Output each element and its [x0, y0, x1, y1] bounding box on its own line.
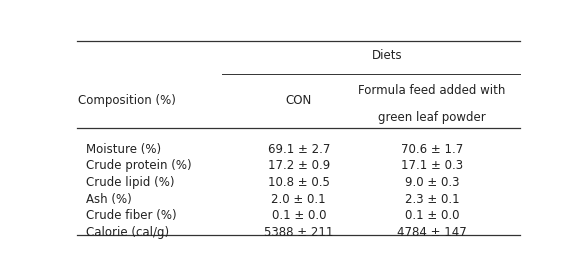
- Text: 9.0 ± 0.3: 9.0 ± 0.3: [405, 176, 459, 189]
- Text: 2.3 ± 0.1: 2.3 ± 0.1: [405, 193, 459, 206]
- Text: 4784 ± 147: 4784 ± 147: [397, 226, 467, 239]
- Text: 17.2 ± 0.9: 17.2 ± 0.9: [268, 159, 330, 172]
- Text: 69.1 ± 2.7: 69.1 ± 2.7: [268, 143, 330, 156]
- Text: 17.1 ± 0.3: 17.1 ± 0.3: [401, 159, 463, 172]
- Text: Moisture (%): Moisture (%): [86, 143, 161, 156]
- Text: 2.0 ± 0.1: 2.0 ± 0.1: [272, 193, 326, 206]
- Text: 0.1 ± 0.0: 0.1 ± 0.0: [272, 209, 326, 222]
- Text: Crude lipid (%): Crude lipid (%): [86, 176, 175, 189]
- Text: Calorie (cal/g): Calorie (cal/g): [86, 226, 170, 239]
- Text: 10.8 ± 0.5: 10.8 ± 0.5: [268, 176, 330, 189]
- Text: Composition (%): Composition (%): [78, 94, 176, 107]
- Text: green leaf powder: green leaf powder: [378, 111, 486, 124]
- Text: CON: CON: [286, 94, 312, 107]
- Text: Diets: Diets: [371, 49, 402, 62]
- Text: Crude fiber (%): Crude fiber (%): [86, 209, 177, 222]
- Text: Crude protein (%): Crude protein (%): [86, 159, 192, 172]
- Text: 5388 ± 211: 5388 ± 211: [264, 226, 333, 239]
- Text: Formula feed added with: Formula feed added with: [359, 84, 506, 97]
- Text: 70.6 ± 1.7: 70.6 ± 1.7: [401, 143, 463, 156]
- Text: 0.1 ± 0.0: 0.1 ± 0.0: [405, 209, 459, 222]
- Text: Ash (%): Ash (%): [86, 193, 132, 206]
